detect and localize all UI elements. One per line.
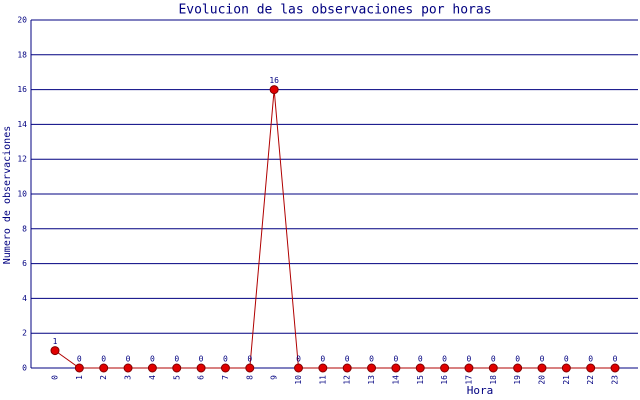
y-tick-label: 18 xyxy=(17,50,27,59)
x-tick-label: 6 xyxy=(197,375,206,380)
marker xyxy=(123,363,133,373)
x-tick-label: 16 xyxy=(440,375,449,385)
x-tick-label: 0 xyxy=(51,375,60,380)
data-label: 0 xyxy=(77,355,82,364)
x-tick-label: 13 xyxy=(367,375,376,385)
data-label: 0 xyxy=(442,355,447,364)
x-tick-label: 17 xyxy=(464,375,473,385)
y-tick-label: 4 xyxy=(22,294,27,303)
x-tick-label: 20 xyxy=(538,375,547,385)
data-label: 0 xyxy=(467,355,472,364)
marker xyxy=(415,363,425,373)
marker xyxy=(269,85,279,95)
marker xyxy=(610,363,620,373)
marker xyxy=(220,363,230,373)
data-label: 0 xyxy=(393,355,398,364)
marker xyxy=(586,363,596,373)
data-label: 0 xyxy=(199,355,204,364)
marker xyxy=(294,363,303,373)
x-tick-label: 22 xyxy=(586,375,595,385)
marker xyxy=(74,363,84,373)
x-tick-label: 1 xyxy=(75,375,84,380)
y-tick-label: 16 xyxy=(17,85,27,94)
data-label: 0 xyxy=(418,355,423,364)
data-label: 0 xyxy=(564,355,569,364)
marker xyxy=(440,363,450,373)
x-tick-label: 9 xyxy=(270,375,279,380)
y-tick-label: 12 xyxy=(17,155,27,164)
y-tick-label: 2 xyxy=(22,329,27,338)
data-label: 0 xyxy=(540,355,545,364)
x-tick-label: 4 xyxy=(148,375,157,380)
x-tick-label: 18 xyxy=(489,375,498,385)
marker xyxy=(342,363,352,373)
x-tick-label: 14 xyxy=(391,375,400,385)
y-tick-label: 0 xyxy=(22,364,27,373)
marker xyxy=(488,363,498,373)
x-tick-label: 8 xyxy=(245,375,254,380)
data-label: 1 xyxy=(53,337,58,346)
x-axis-label: Hora xyxy=(467,384,494,397)
x-tick-label: 21 xyxy=(562,375,571,385)
data-label: 0 xyxy=(320,355,325,364)
chart-title: Evolucion de las observaciones por horas xyxy=(178,3,491,18)
x-tick-label: 23 xyxy=(611,375,620,385)
marker xyxy=(50,346,60,356)
marker xyxy=(245,363,255,373)
data-label: 0 xyxy=(247,355,252,364)
marker xyxy=(147,363,157,373)
data-label: 0 xyxy=(345,355,350,364)
marker xyxy=(561,363,571,373)
data-label: 0 xyxy=(150,355,155,364)
marker xyxy=(318,363,328,373)
x-tick-label: 7 xyxy=(221,375,230,380)
y-axis-label: Numero de observaciones xyxy=(2,126,13,264)
data-label: 0 xyxy=(613,355,618,364)
data-label: 0 xyxy=(588,355,593,364)
marker xyxy=(513,363,523,373)
y-tick-label: 20 xyxy=(17,16,27,25)
y-tick-label: 14 xyxy=(17,120,27,129)
x-tick-label: 5 xyxy=(172,375,181,380)
x-tick-label: 2 xyxy=(99,375,108,380)
x-tick-label: 19 xyxy=(513,375,522,385)
marker xyxy=(172,363,182,373)
x-tick-label: 15 xyxy=(416,375,425,385)
data-label: 0 xyxy=(491,355,496,364)
marker xyxy=(464,363,474,373)
y-tick-label: 8 xyxy=(22,224,27,233)
data-label: 0 xyxy=(223,355,228,364)
marker xyxy=(196,363,206,373)
x-tick-label: 10 xyxy=(294,375,303,385)
data-label: 0 xyxy=(101,355,106,364)
marker xyxy=(367,363,377,373)
y-tick-label: 6 xyxy=(22,259,27,268)
data-label: 0 xyxy=(296,355,301,364)
x-tick-label: 12 xyxy=(343,375,352,385)
data-label: 0 xyxy=(515,355,520,364)
marker xyxy=(99,363,109,373)
data-label: 0 xyxy=(126,355,131,364)
data-label: 16 xyxy=(269,76,279,85)
y-tick-label: 10 xyxy=(17,190,27,199)
x-tick-label: 3 xyxy=(124,375,133,380)
marker xyxy=(537,363,547,373)
data-label: 0 xyxy=(174,355,179,364)
x-tick-label: 11 xyxy=(318,375,327,385)
data-label: 0 xyxy=(369,355,374,364)
marker xyxy=(391,363,401,373)
